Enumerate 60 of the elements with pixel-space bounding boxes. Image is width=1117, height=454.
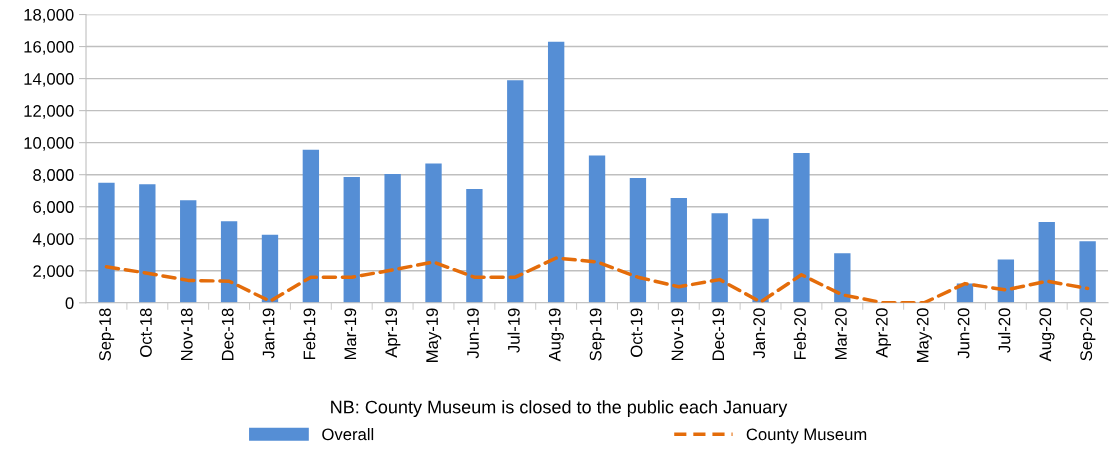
x-tick-label: Jun-19 (467, 308, 479, 359)
text: NB: County Museum is closed to the public each January (331, 400, 788, 418)
bar (425, 163, 442, 303)
bar (752, 218, 769, 303)
y-tick-label: 6,000 (33, 201, 74, 215)
bar (466, 189, 483, 303)
bar (220, 221, 238, 303)
x-tick-label: Apr-20 (875, 308, 891, 358)
x-tick-label: Dec-19 (712, 308, 725, 361)
bar (261, 234, 279, 303)
bar (711, 213, 728, 303)
y-tick-label: 12,000 (24, 105, 74, 119)
x-tick-label: Jul-19 (507, 308, 520, 353)
bar (793, 153, 810, 303)
bar (834, 253, 851, 303)
bar (302, 149, 320, 303)
x-tick-label: Nov-18 (180, 308, 193, 361)
x-tick-label: Jan-20 (753, 308, 766, 359)
bar (98, 182, 115, 303)
bar (588, 155, 606, 303)
x-tick-label: Sep-18 (99, 308, 115, 361)
y-tick-label: 14,000 (24, 72, 74, 87)
line-series (104, 256, 1090, 303)
x-tick-label: Feb-20 (793, 308, 806, 360)
y-tick-label: 18,000 (24, 8, 74, 23)
y-tick-label: 0 (65, 297, 74, 310)
y-tick-label: 8,000 (33, 169, 74, 183)
legend-label: Overall (322, 428, 374, 441)
bar (343, 177, 360, 303)
legend-label: County Museum (746, 428, 867, 444)
x-tick-label: Jun-20 (957, 308, 970, 359)
x-tick-label: Aug-20 (1039, 308, 1055, 362)
bar (507, 80, 524, 303)
x-tick-label: Nov-19 (671, 308, 684, 361)
x-tick-label: Sep-19 (589, 308, 605, 361)
bar (629, 177, 647, 303)
bar (670, 197, 687, 303)
x-tick-label: Aug-19 (548, 308, 564, 362)
x-tick-label: Oct-18 (140, 308, 152, 357)
x-tick-label: May-19 (426, 308, 442, 362)
x-tick-label: Dec-18 (221, 308, 234, 361)
x-tick-label: Feb-19 (303, 308, 316, 360)
x-tick-label: Jul-20 (998, 308, 1011, 353)
y-tick-label: 2,000 (33, 265, 74, 279)
y-tick-label: 16,000 (24, 40, 74, 55)
bar (1038, 221, 1055, 303)
x-tick-label: May-20 (916, 308, 932, 362)
x-tick-label: Jan-19 (262, 308, 275, 359)
bar (1079, 241, 1096, 303)
x-tick-label: Mar-19 (344, 308, 357, 360)
bar (547, 41, 565, 303)
x-tick-label: Mar-20 (835, 308, 847, 360)
y-tick-label: 10,000 (24, 137, 74, 151)
x-tick-label: Sep-20 (1080, 308, 1096, 361)
bar (139, 184, 156, 303)
bar (180, 200, 197, 303)
y-tick-label: 4,000 (32, 233, 74, 247)
x-tick-label: Apr-19 (385, 308, 401, 358)
bar (384, 173, 401, 303)
x-tick-label: Oct-19 (630, 308, 643, 357)
